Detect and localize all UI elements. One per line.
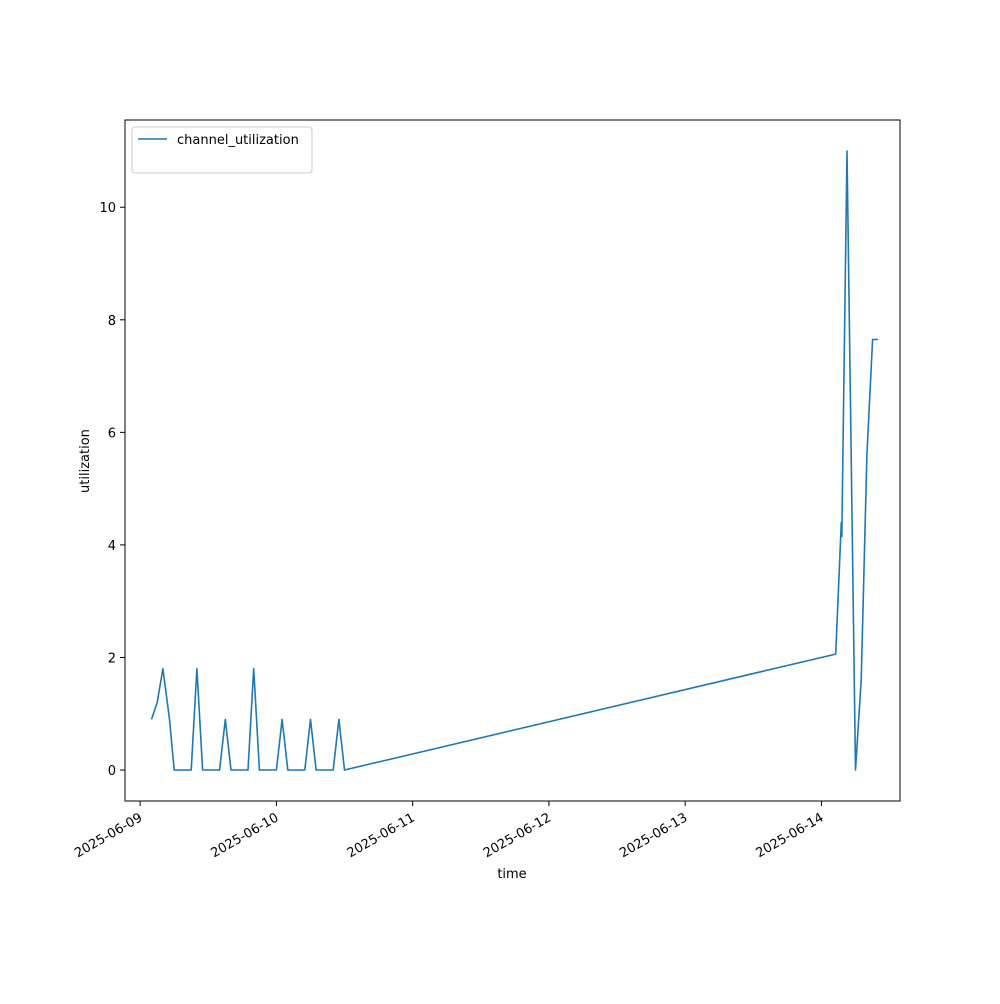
legend-box: [131, 126, 313, 174]
legend: channel_utilization: [131, 126, 313, 174]
x-tick-label-1: 2025-06-10: [208, 810, 281, 861]
series-line-channel_utilization: [150, 150, 879, 771]
x-tick-label-0: 2025-06-09: [72, 810, 145, 861]
y-tick-label-3: 6: [108, 426, 116, 441]
x-tick-label-5: 2025-06-14: [754, 810, 827, 861]
y-tick-label-0: 0: [108, 764, 116, 779]
x-tick-label-4: 2025-06-13: [617, 810, 690, 861]
x-axis: 2025-06-09 2025-06-10 2025-06-11 2025-06-12…: [72, 801, 826, 861]
y-tick-label-5: 10: [99, 201, 116, 216]
series-layer: [150, 150, 879, 771]
x-axis-label: time: [497, 867, 526, 882]
y-tick-label-1: 2: [108, 651, 116, 666]
y-tick-label-2: 4: [108, 539, 116, 554]
y-axis: 0 2 4 6 8 10: [99, 201, 125, 779]
x-tick-label-3: 2025-06-12: [481, 810, 554, 861]
plot-background: [125, 120, 900, 801]
plot-frame: [124, 119, 901, 802]
y-tick-label-4: 8: [108, 314, 116, 329]
x-tick-label-2: 2025-06-11: [345, 810, 418, 861]
legend-label-channel_utilization: channel_utilization: [177, 133, 299, 148]
y-axis-label: utilization: [78, 429, 93, 493]
